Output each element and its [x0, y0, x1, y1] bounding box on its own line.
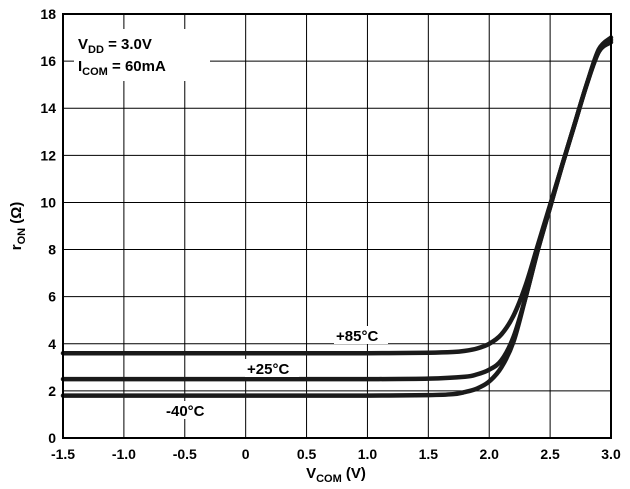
x-tick-label: 1.5 — [419, 446, 439, 462]
y-tick-label: 4 — [48, 336, 56, 352]
y-tick-label: 12 — [40, 147, 56, 163]
condition-vdd: VDD = 3.0V — [78, 36, 152, 56]
label-m40-bg — [163, 401, 215, 419]
x-tick-label: -0.5 — [173, 446, 197, 462]
y-axis-title: rON (Ω) — [8, 202, 28, 251]
y-tick-label: 8 — [48, 242, 56, 258]
y-tick-labels: 0 2 4 6 8 10 12 14 16 18 — [40, 6, 56, 446]
x-axis-title: VCOM (V) — [306, 465, 366, 485]
y-tick-label: 14 — [40, 100, 56, 116]
y-tick-label: 16 — [40, 53, 56, 69]
series-label-m40c: -40°C — [166, 403, 205, 420]
x-tick-label: 3.0 — [601, 446, 621, 462]
y-tick-label: 0 — [48, 430, 56, 446]
curves — [60, 35, 614, 398]
y-tick-label: 2 — [48, 383, 56, 399]
curve-m40c — [60, 40, 614, 398]
x-tick-label: 0 — [242, 446, 250, 462]
series-label-85c: +85°C — [336, 328, 378, 345]
x-tick-label: 2.0 — [479, 446, 499, 462]
x-tick-label: -1.5 — [51, 446, 75, 462]
series-label-25c: +25°C — [247, 361, 289, 378]
x-tick-label: -1.0 — [112, 446, 136, 462]
grid-lines — [63, 14, 611, 438]
curve-85c — [60, 35, 614, 356]
x-tick-label: 2.5 — [540, 446, 560, 462]
plot-frame — [62, 13, 612, 439]
x-tick-label: 1.0 — [358, 446, 378, 462]
x-tick-labels: -1.5 -1.0 -0.5 0 0.5 1.0 1.5 2.0 2.5 3.0 — [51, 446, 621, 462]
conditions-box — [74, 29, 210, 81]
label-85-bg — [334, 326, 388, 344]
y-tick-label: 6 — [48, 289, 56, 305]
y-tick-label: 10 — [40, 194, 56, 210]
label-25-bg — [245, 359, 299, 377]
condition-icom: ICOM = 60mA — [78, 58, 166, 78]
x-tick-label: 0.5 — [297, 446, 317, 462]
y-tick-label: 18 — [40, 6, 56, 22]
